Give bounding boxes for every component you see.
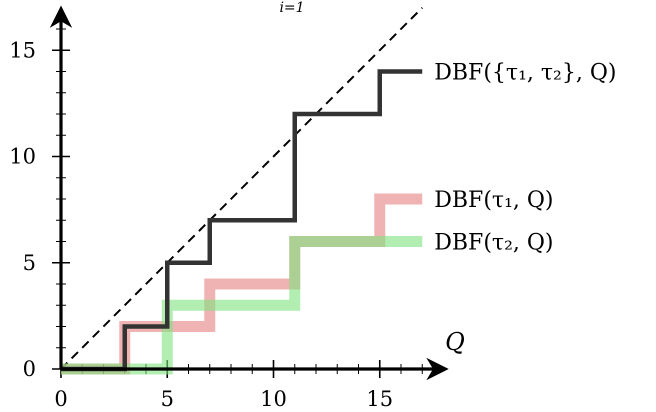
x-tick-label: 0	[54, 387, 67, 411]
x-tick-label: 5	[161, 387, 174, 411]
series-line-3	[61, 69, 423, 372]
reference-diagonal-line	[60, 7, 423, 370]
labels-layer: 0 5 10 15 0 5 10 15 DBF(τ₁, Q) DBF(τ₂, Q) DBF({τ₁,…	[9, 38, 616, 411]
tick-marks	[52, 28, 423, 378]
series-line-2	[61, 236, 423, 375]
series-label-2: DBF(τ₂, Q)	[434, 231, 553, 256]
y-tick-label: 5	[23, 251, 36, 275]
reference-line-layer	[60, 7, 423, 370]
axes-layer	[49, 5, 449, 381]
series-label-1: DBF(τ₁, Q)	[434, 188, 553, 213]
x-tick-label: 10	[260, 387, 287, 411]
top-note: i=1	[279, 0, 304, 16]
series-layer	[61, 69, 423, 375]
series-label-3: DBF({τ₁, τ₂}, Q)	[434, 61, 616, 86]
y-tick-label: 0	[23, 357, 36, 381]
x-axis-label: Q	[445, 328, 465, 356]
x-tick-label: 15	[366, 387, 393, 411]
series-line-1	[61, 193, 423, 375]
y-tick-label: 10	[9, 145, 36, 169]
y-tick-label: 15	[9, 38, 36, 62]
